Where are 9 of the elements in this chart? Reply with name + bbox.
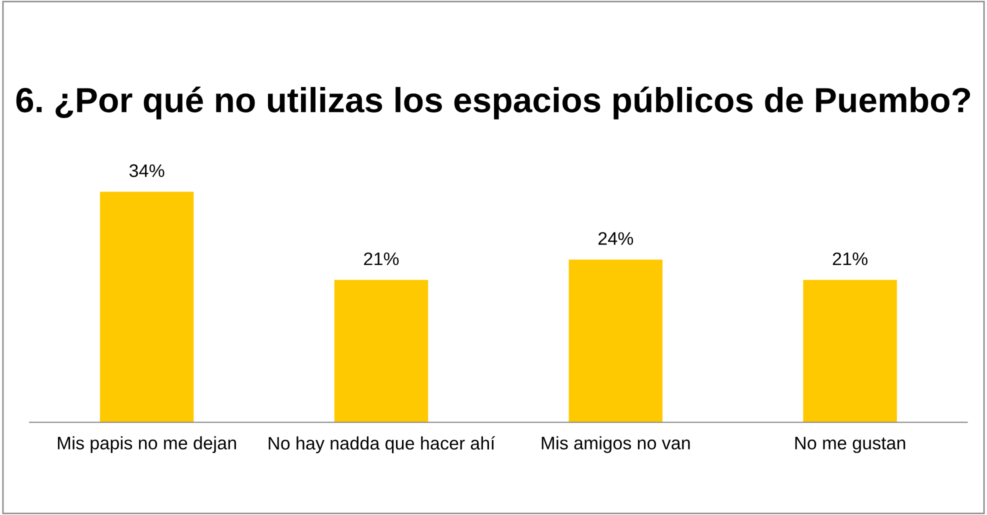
data-label: 34%	[129, 164, 164, 178]
data-label: 21%	[832, 252, 868, 266]
x-tick-label: No hay nadda que hacer ahí	[268, 436, 496, 454]
x-tick-label: Mis amigos no van	[542, 436, 690, 454]
x-tick-label: Mis papis no me dejan	[58, 436, 236, 454]
x-tick-label: No me gustan	[795, 436, 906, 454]
chart-title: 6. ¿Por qué no utilizas los espacios públicos de Puembo?	[16, 86, 970, 120]
data-label: 21%	[364, 252, 399, 266]
data-label: 24%	[598, 232, 634, 245]
